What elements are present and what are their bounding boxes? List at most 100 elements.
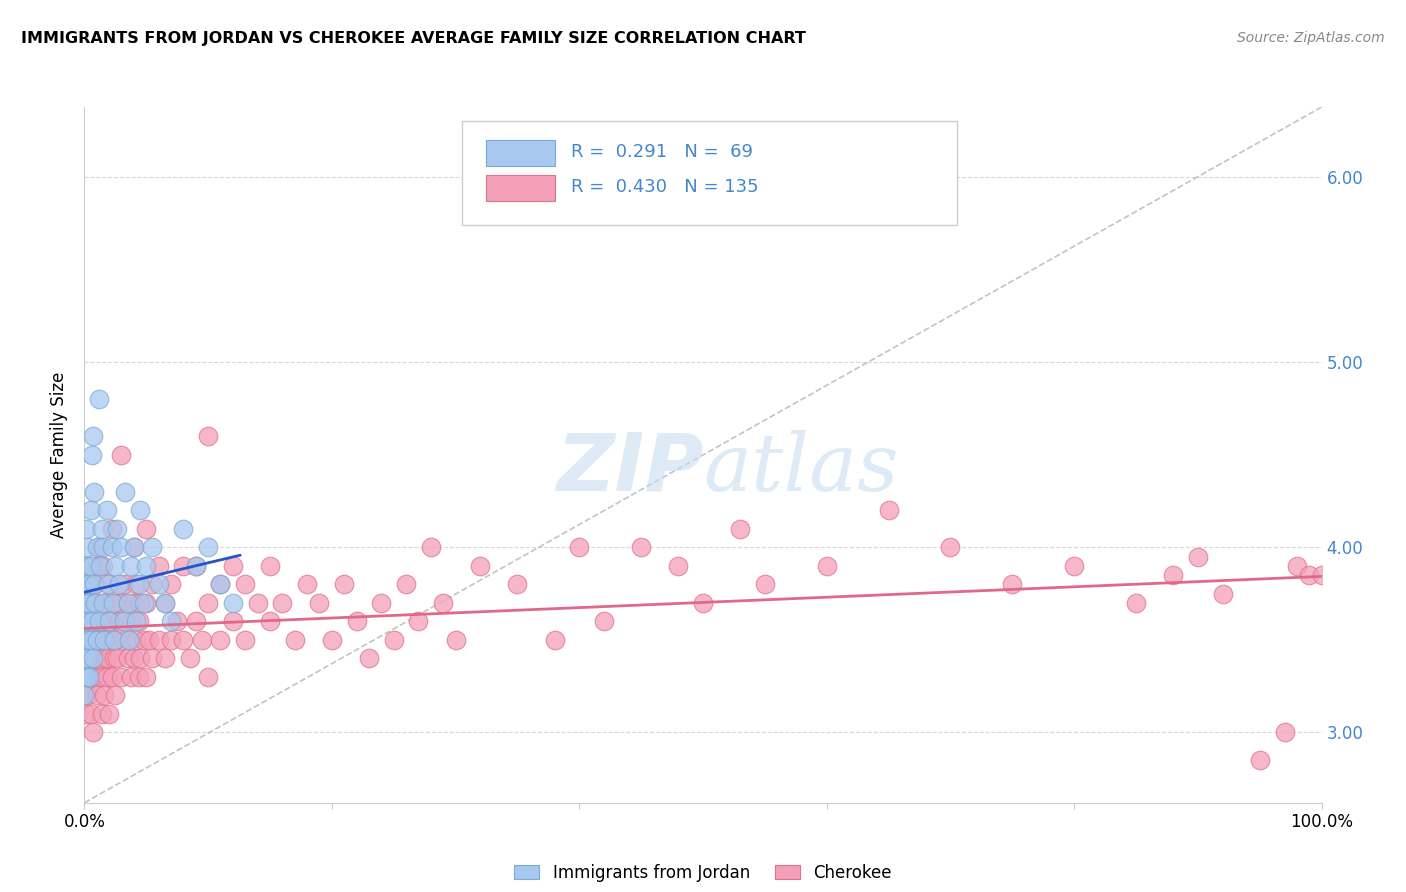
Point <box>122 541 145 555</box>
Text: R =  0.291   N =  69: R = 0.291 N = 69 <box>571 144 752 161</box>
Point <box>128 615 150 629</box>
Point <box>135 670 157 684</box>
Point <box>86 689 108 703</box>
Point <box>86 632 108 647</box>
FancyBboxPatch shape <box>461 121 956 226</box>
Point <box>73 689 96 703</box>
Point <box>259 615 281 629</box>
Point <box>76 670 98 684</box>
Point <box>100 522 122 536</box>
Point <box>129 651 152 665</box>
Point <box>333 577 356 591</box>
Point <box>110 448 132 462</box>
Point <box>77 632 100 647</box>
Point <box>184 558 207 573</box>
Point <box>79 632 101 647</box>
Point <box>172 522 194 536</box>
Point <box>110 670 132 684</box>
Point <box>89 558 111 573</box>
Point <box>122 541 145 555</box>
Point <box>103 632 125 647</box>
Point <box>470 558 492 573</box>
Point <box>197 596 219 610</box>
Point <box>128 577 150 591</box>
Point <box>370 596 392 610</box>
Point <box>191 632 214 647</box>
Point <box>117 596 139 610</box>
Point <box>105 596 128 610</box>
Point <box>112 632 135 647</box>
Point <box>197 670 219 684</box>
Point <box>82 596 104 610</box>
Point <box>84 632 107 647</box>
Point <box>76 541 98 555</box>
Point <box>73 632 96 647</box>
Point <box>75 706 97 721</box>
Point <box>104 632 127 647</box>
Point <box>83 670 105 684</box>
Point <box>79 558 101 573</box>
Point <box>94 596 117 610</box>
Point <box>209 632 232 647</box>
Point <box>1063 558 1085 573</box>
Point <box>89 596 111 610</box>
Point <box>83 577 105 591</box>
Y-axis label: Average Family Size: Average Family Size <box>51 372 69 538</box>
Point <box>89 541 111 555</box>
Point <box>89 651 111 665</box>
Point <box>80 615 103 629</box>
Point <box>1298 568 1320 582</box>
Point <box>105 651 128 665</box>
Point <box>209 577 232 591</box>
Bar <box>486 175 554 201</box>
Text: Source: ZipAtlas.com: Source: ZipAtlas.com <box>1237 31 1385 45</box>
Point <box>346 615 368 629</box>
Point <box>271 596 294 610</box>
Point <box>104 689 127 703</box>
Point <box>129 503 152 517</box>
Point <box>939 541 962 555</box>
Point <box>197 429 219 443</box>
Point <box>160 632 183 647</box>
Point <box>80 670 103 684</box>
Point <box>75 615 97 629</box>
Point <box>209 577 232 591</box>
Point <box>75 615 97 629</box>
Point <box>153 596 176 610</box>
Point <box>172 632 194 647</box>
Text: R =  0.430   N = 135: R = 0.430 N = 135 <box>571 178 758 196</box>
Point <box>73 632 96 647</box>
Point <box>110 596 132 610</box>
Point <box>84 577 107 591</box>
Point <box>141 541 163 555</box>
Point <box>419 541 441 555</box>
Point <box>83 615 105 629</box>
Point <box>75 522 97 536</box>
Point <box>153 651 176 665</box>
Point <box>129 596 152 610</box>
Point <box>91 670 114 684</box>
Point <box>96 670 118 684</box>
Point <box>75 651 97 665</box>
Point <box>77 596 100 610</box>
Point <box>77 596 100 610</box>
Point <box>100 615 122 629</box>
Point <box>1125 596 1147 610</box>
Point <box>73 689 96 703</box>
Point <box>79 503 101 517</box>
Point <box>110 541 132 555</box>
Point <box>79 670 101 684</box>
Point <box>98 615 121 629</box>
Point <box>86 541 108 555</box>
Point <box>117 596 139 610</box>
Point <box>79 577 101 591</box>
Point <box>79 632 101 647</box>
Point <box>90 632 112 647</box>
Point <box>172 558 194 573</box>
Point <box>132 632 155 647</box>
Point <box>89 615 111 629</box>
Point <box>543 632 565 647</box>
Point <box>97 651 120 665</box>
Point <box>135 522 157 536</box>
Point <box>160 615 183 629</box>
